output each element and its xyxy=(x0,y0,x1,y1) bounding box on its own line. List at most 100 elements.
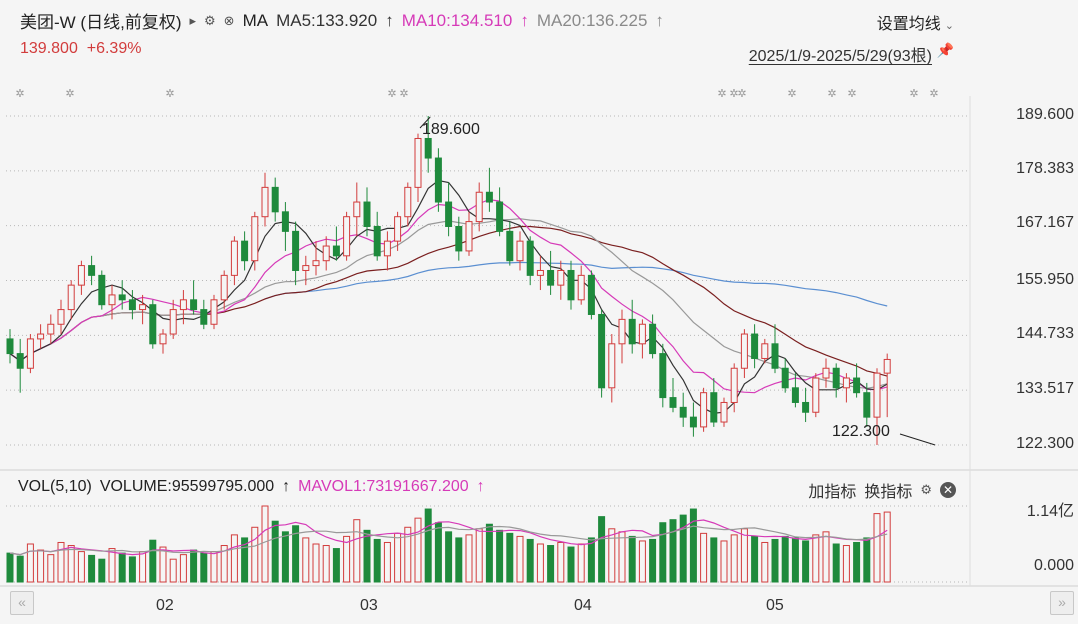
candle-up xyxy=(720,401,728,423)
volume-bar-up xyxy=(169,558,177,583)
candle-up xyxy=(67,284,75,311)
candle-up xyxy=(740,333,748,369)
volume-bar-up xyxy=(873,513,881,583)
candle-down xyxy=(628,318,636,345)
candle-up xyxy=(383,240,391,257)
candle-down xyxy=(853,377,861,394)
candle-down xyxy=(200,309,208,325)
low-annotation-arrow xyxy=(899,433,936,446)
candle-up xyxy=(230,240,238,276)
candle-up xyxy=(322,245,330,262)
volume-bar-up xyxy=(577,543,585,583)
gear-icon[interactable]: ⚙ xyxy=(204,12,216,28)
volume-bar-up xyxy=(608,528,616,583)
ma20-value: MA20:136.225 xyxy=(536,10,648,30)
ma-label: MA xyxy=(242,10,269,30)
event-marker-icon[interactable]: ✲ xyxy=(399,88,408,100)
stock-title[interactable]: 美团-W (日线,前复权) xyxy=(20,13,182,32)
candle-down xyxy=(669,397,677,408)
candle-up xyxy=(414,137,422,188)
ma20-line xyxy=(9,218,888,389)
vol-label[interactable]: VOL(5,10) xyxy=(18,478,92,495)
volume-bar-down xyxy=(598,516,606,583)
volume-bar-up xyxy=(822,531,830,583)
candle-up xyxy=(761,343,769,359)
indicator-tools: 加指标 换指标 ⚙ ✕ xyxy=(808,478,956,502)
settings-ma-button[interactable]: 设置均线 ⌄ xyxy=(877,10,954,34)
pin-icon[interactable]: 📌 xyxy=(936,42,954,58)
add-indicator-button[interactable]: 加指标 xyxy=(808,484,857,501)
arrow-up-icon: ↑ xyxy=(476,478,485,495)
volume-bar-up xyxy=(210,551,218,583)
candle-up xyxy=(210,299,218,325)
candle-down xyxy=(506,230,514,262)
volume-bar-down xyxy=(190,549,198,583)
mavol1-value: MAVOL1:73191667.200 xyxy=(298,478,469,495)
candle-up xyxy=(608,343,616,389)
play-triangle-icon[interactable]: ▸ xyxy=(189,12,197,28)
scroll-left-button[interactable]: « xyxy=(10,591,34,615)
ma5-value: MA5:133.920 xyxy=(276,10,378,30)
volume-bar-down xyxy=(455,537,463,583)
gear-icon[interactable]: ⚙ xyxy=(920,482,932,497)
event-marker-icon[interactable]: ✲ xyxy=(827,88,836,100)
volume-bar-down xyxy=(679,514,687,583)
high-annotation-arrow xyxy=(419,116,431,129)
switch-indicator-button[interactable]: 换指标 xyxy=(864,484,913,501)
volume-bar-up xyxy=(383,541,391,583)
volume-bar-down xyxy=(751,535,759,583)
candle-down xyxy=(751,333,759,359)
event-marker-icon[interactable]: ✲ xyxy=(909,88,918,100)
candle-down xyxy=(659,353,667,399)
event-marker-icon[interactable]: ✲ xyxy=(387,88,396,100)
event-marker-icon[interactable]: ✲ xyxy=(65,88,74,100)
candle-up xyxy=(220,274,228,301)
volume-bar-down xyxy=(271,520,279,583)
candle-up xyxy=(108,294,116,306)
candle-down xyxy=(332,245,340,257)
price-tick: 189.600 xyxy=(1016,106,1074,123)
candle-down xyxy=(832,367,840,389)
volume-bar-down xyxy=(863,537,871,583)
date-range[interactable]: 2025/1/9-2025/5/29(93根) xyxy=(748,48,932,65)
event-marker-icon[interactable]: ✲ xyxy=(929,88,938,100)
event-marker-icon[interactable]: ✲ xyxy=(729,88,738,100)
volume-bar-down xyxy=(373,538,381,583)
volume-bar-up xyxy=(322,545,330,583)
volume-bar-up xyxy=(26,543,34,583)
candle-up xyxy=(465,221,473,252)
close-icon[interactable]: ✕ xyxy=(940,482,956,498)
candle-up xyxy=(638,323,646,345)
candle-down xyxy=(587,274,595,315)
volume-bar-down xyxy=(118,552,126,583)
candle-down xyxy=(6,338,14,355)
event-marker-icon[interactable]: ✲ xyxy=(737,88,746,100)
candle-down xyxy=(424,137,432,159)
volume-bar-up xyxy=(179,554,187,583)
candle-up xyxy=(343,216,351,257)
candle-down xyxy=(689,416,697,428)
volume-axis-top: 1.14亿 xyxy=(1026,503,1074,520)
candle-up xyxy=(26,338,34,369)
candle-down xyxy=(496,201,504,232)
volume-bar-up xyxy=(842,545,850,583)
candle-down xyxy=(373,225,381,257)
scroll-right-button[interactable]: » xyxy=(1050,591,1074,615)
event-marker-icon[interactable]: ✲ xyxy=(787,88,796,100)
volume-bar-up xyxy=(740,528,748,583)
event-marker-icon[interactable]: ✲ xyxy=(15,88,24,100)
event-marker-icon[interactable]: ✲ xyxy=(847,88,856,100)
volume-bar-down xyxy=(496,529,504,583)
volume-bar-down xyxy=(98,558,106,583)
volume-bar-up xyxy=(404,526,412,583)
event-marker-icon[interactable]: ✲ xyxy=(717,88,726,100)
volume-bar-up xyxy=(638,540,646,583)
ma10-value: MA10:134.510 xyxy=(401,10,513,30)
event-marker-icon[interactable]: ✲ xyxy=(165,88,174,100)
volume-bar-up xyxy=(47,554,55,583)
change-pct: +6.39% xyxy=(86,40,142,57)
price-tick: 133.517 xyxy=(1016,380,1074,397)
candle-down xyxy=(567,269,575,301)
close-icon[interactable]: ⊗ xyxy=(223,12,235,28)
